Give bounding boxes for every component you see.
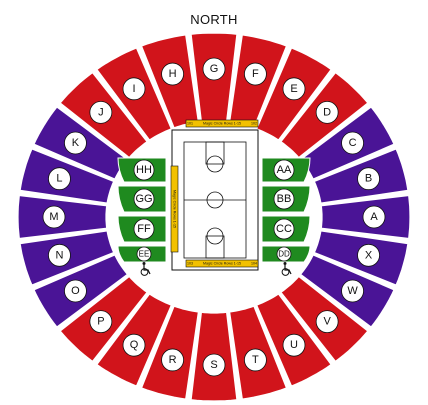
section-d[interactable]: D bbox=[280, 71, 369, 159]
section-label: Q bbox=[130, 339, 139, 351]
banner-bottom-text: Magic Circle Rows 1-15 bbox=[203, 262, 241, 266]
section-label: B bbox=[365, 173, 372, 185]
section-r[interactable]: R bbox=[140, 305, 200, 400]
section-label: R bbox=[169, 354, 177, 366]
banner-left-text: Magic Circle Rows 1-15 bbox=[173, 190, 177, 228]
floor-section-ee[interactable]: EE bbox=[117, 245, 167, 263]
floor-section-label: FF bbox=[137, 223, 151, 235]
floor-section-dd[interactable]: DD bbox=[261, 245, 311, 263]
section-x[interactable]: X bbox=[313, 230, 409, 286]
section-label: L bbox=[56, 173, 62, 185]
floor-section-label: DD bbox=[278, 250, 290, 259]
floor-section-ff[interactable]: FF bbox=[117, 215, 167, 243]
section-label: T bbox=[252, 354, 259, 366]
banner-bottom-right-num: 104 bbox=[251, 262, 257, 266]
sections-layer: I H G F E D C B A X W V U T S R Q P O N M L K J bbox=[17, 32, 411, 402]
section-label: M bbox=[49, 211, 58, 223]
section-l[interactable]: L bbox=[19, 148, 115, 204]
wheelchair-icon bbox=[140, 262, 151, 276]
section-t[interactable]: T bbox=[228, 305, 288, 400]
section-label: S bbox=[210, 359, 217, 371]
banner-top-left-num: 101 bbox=[187, 122, 193, 126]
section-m[interactable]: M bbox=[17, 194, 108, 240]
banner-top-right-num: 102 bbox=[251, 122, 257, 126]
section-o[interactable]: O bbox=[33, 254, 129, 328]
section-i[interactable]: I bbox=[96, 47, 173, 141]
section-label: D bbox=[323, 106, 331, 118]
section-label: X bbox=[365, 249, 373, 261]
banner-top-text: Magic Circle Rows 1-15 bbox=[203, 122, 241, 126]
floor-layer: HH GG FF EE AA BB CC DD bbox=[117, 157, 311, 263]
section-q[interactable]: Q bbox=[96, 293, 173, 387]
section-b[interactable]: B bbox=[313, 148, 409, 204]
section-label: K bbox=[72, 137, 80, 149]
section-g[interactable]: G bbox=[190, 32, 238, 123]
section-label: P bbox=[97, 316, 104, 328]
section-label: V bbox=[323, 316, 331, 328]
section-label: N bbox=[55, 249, 63, 261]
floor-section-label: CC bbox=[276, 223, 292, 235]
section-f[interactable]: F bbox=[228, 34, 288, 129]
floor-section-label: EE bbox=[139, 250, 150, 259]
north-label: NORTH bbox=[190, 12, 238, 27]
banner-bottom-left-num: 103 bbox=[187, 262, 193, 266]
floor-section-bb[interactable]: BB bbox=[261, 185, 311, 213]
section-n[interactable]: N bbox=[19, 230, 115, 286]
banner-bottom: Magic Circle Rows 1-15 103 104 bbox=[185, 259, 259, 268]
section-label: U bbox=[290, 339, 298, 351]
section-a[interactable]: A bbox=[320, 194, 411, 240]
section-label: I bbox=[132, 83, 135, 95]
section-label: E bbox=[290, 83, 297, 95]
wheelchair-icon bbox=[281, 262, 292, 276]
floor-section-gg[interactable]: GG bbox=[117, 185, 167, 213]
section-label: F bbox=[252, 68, 259, 80]
floor-section-cc[interactable]: CC bbox=[261, 215, 311, 243]
floor-section-hh[interactable]: HH bbox=[117, 157, 167, 183]
court bbox=[171, 129, 259, 271]
section-e[interactable]: E bbox=[255, 47, 332, 141]
section-label: J bbox=[98, 106, 104, 118]
floor-section-label: HH bbox=[136, 164, 152, 176]
banner-top: Magic Circle Rows 1-15 101 102 bbox=[185, 119, 259, 128]
floor-section-label: BB bbox=[277, 193, 292, 205]
floor-section-aa[interactable]: AA bbox=[261, 157, 311, 183]
section-k[interactable]: K bbox=[33, 106, 129, 180]
section-h[interactable]: H bbox=[140, 34, 200, 129]
section-label: H bbox=[169, 68, 177, 80]
section-label: G bbox=[210, 63, 219, 75]
floor-section-label: GG bbox=[135, 193, 152, 205]
section-label: W bbox=[347, 285, 358, 297]
section-u[interactable]: U bbox=[255, 293, 332, 387]
section-v[interactable]: V bbox=[280, 275, 369, 363]
section-label: A bbox=[370, 211, 378, 223]
banner-left: Magic Circle Rows 1-15 bbox=[170, 165, 179, 253]
section-j[interactable]: J bbox=[59, 71, 148, 159]
section-p[interactable]: P bbox=[59, 275, 148, 363]
section-label: C bbox=[349, 137, 357, 149]
section-label: O bbox=[71, 285, 80, 297]
section-s[interactable]: S bbox=[190, 311, 238, 402]
floor-section-label: AA bbox=[277, 164, 292, 176]
section-w[interactable]: W bbox=[299, 254, 395, 328]
